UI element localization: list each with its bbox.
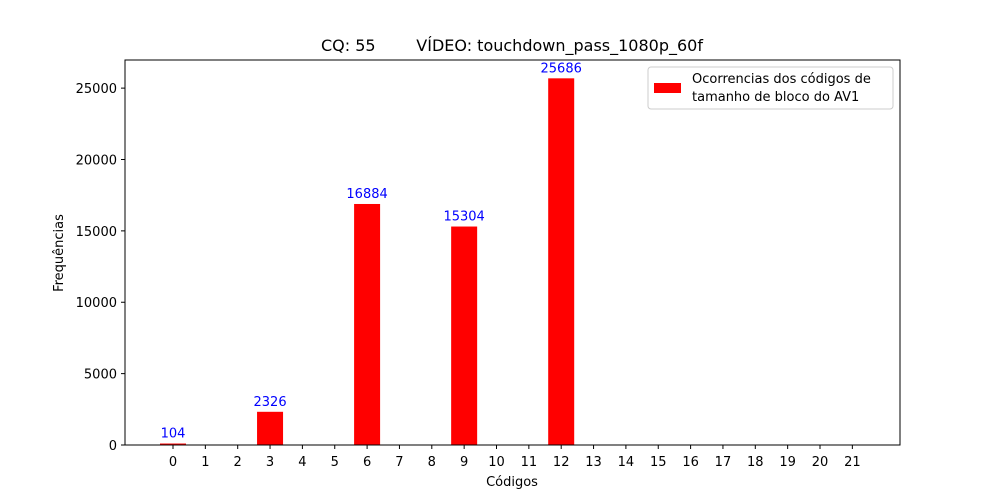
x-tick-label-16: 16 [682,455,699,470]
legend-label-line-2: tamanho de bloco do AV1 [692,90,859,105]
y-tick-label-25000: 25000 [76,82,117,97]
y-tick-label-5000: 5000 [84,368,117,383]
legend-frame [647,66,894,110]
bar-3 [257,411,284,445]
bars-group [160,78,575,445]
x-tick-label-3: 3 [266,455,274,470]
x-tick-label-14: 14 [618,455,635,470]
x-tick-label-17: 17 [715,455,732,470]
data-label-0: 104 [161,427,186,442]
x-tick-label-18: 18 [747,455,764,470]
y-tick-label-0: 0 [109,439,117,454]
x-tick-label-9: 9 [460,455,468,470]
x-tick-label-15: 15 [650,455,667,470]
x-tick-label-13: 13 [585,455,602,470]
data-label-6: 16884 [346,187,387,202]
legend-swatch [654,83,681,93]
x-tick-label-19: 19 [779,455,796,470]
chart-title: CQ: 55 VÍDEO: touchdown_pass_1080p_60f [321,36,703,56]
x-axis-ticks: 0 1 2 3 4 5 6 7 8 9 10 11 12 13 14 15 16 17 18 19 20 21 [169,445,861,470]
x-tick-label-6: 6 [363,455,371,470]
x-tick-label-12: 12 [553,455,570,470]
x-tick-label-0: 0 [169,455,177,470]
y-axis-ticks: 0 5000 10000 15000 20000 25000 [76,82,125,454]
x-tick-label-7: 7 [395,455,403,470]
data-label-3: 2326 [254,395,287,410]
x-tick-label-10: 10 [488,455,505,470]
x-tick-label-11: 11 [521,455,538,470]
data-labels: 104 2326 16884 15304 25686 [161,61,582,441]
bar-6 [354,203,381,445]
y-tick-label-10000: 10000 [76,296,117,311]
legend: Ocorrencias dos códigos de tamanho de bl… [647,66,894,110]
x-tick-label-1: 1 [201,455,209,470]
plot-frame [124,59,901,446]
x-tick-label-20: 20 [812,455,829,470]
data-label-9: 15304 [443,210,484,225]
y-axis-title: Frequências [52,214,67,292]
x-axis-title: Códigos [486,475,538,490]
bar-9 [451,226,478,445]
y-tick-label-15000: 15000 [76,225,117,240]
legend-label-line-1: Ocorrencias dos códigos de [692,72,871,87]
bar-12 [548,78,575,445]
x-tick-label-2: 2 [234,455,242,470]
x-tick-label-8: 8 [428,455,436,470]
bar-0 [160,443,186,445]
x-tick-label-21: 21 [844,455,861,470]
data-label-12: 25686 [541,61,582,76]
x-tick-label-5: 5 [331,455,339,470]
x-tick-label-4: 4 [298,455,306,470]
y-tick-label-20000: 20000 [76,153,117,168]
